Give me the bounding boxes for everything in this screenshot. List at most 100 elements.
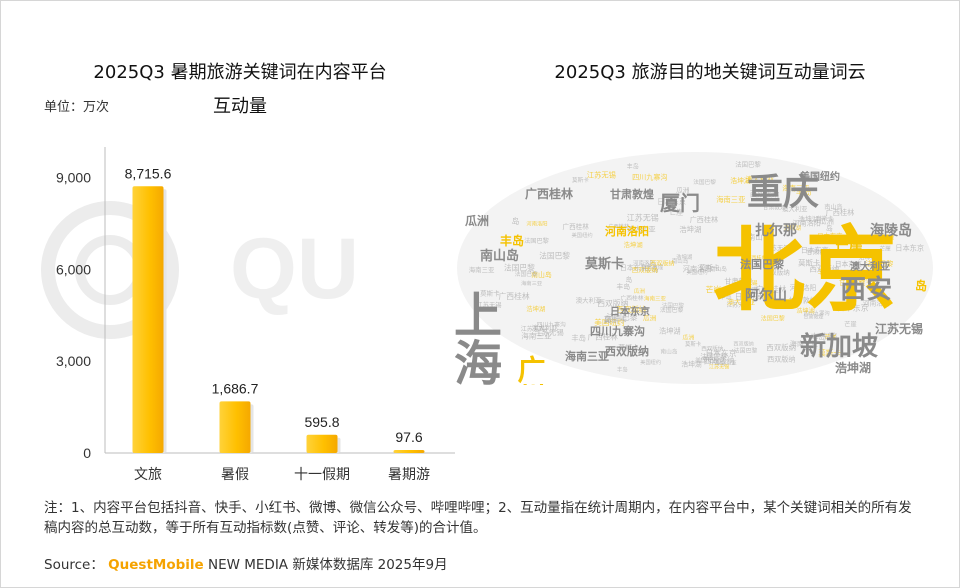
word-cloud-filler-word: 芒崖 (880, 245, 892, 253)
word-cloud-word: 厦门 (660, 191, 700, 215)
word-cloud-filler-word: 美国纽约 (640, 358, 661, 366)
word-cloud-filler-word: 南山岛 (710, 265, 727, 273)
word-cloud-filler-word: 丰岛 (720, 293, 732, 301)
word-cloud-word: 广州 (514, 355, 547, 385)
source-line: Source： QuestMobile NEW MEDIA 新媒体数据库 202… (44, 553, 448, 573)
y-tick-label: 6,000 (56, 261, 91, 277)
word-cloud-filler-word: 浩坤湖 (784, 224, 801, 232)
word-cloud-filler-word: 南山岛 (748, 232, 771, 242)
x-category-label: 文旅 (134, 467, 162, 483)
source-prefix: Source： (44, 557, 104, 573)
word-cloud-filler-word: 海南三亚 (644, 295, 667, 303)
word-cloud-filler-word: 丰岛 (617, 365, 628, 373)
word-cloud-filler-word: 浩坤湖 (526, 304, 545, 313)
bar (219, 401, 251, 453)
word-cloud-filler-word: 莫斯卡 (572, 176, 589, 184)
word-cloud-filler-word: 河南洛阳 (526, 220, 547, 228)
x-category-label: 暑假 (221, 467, 249, 483)
word-cloud-filler-word: 丰岛 (796, 187, 812, 197)
word-cloud-filler-word: 莫斯卡 (818, 347, 841, 357)
word-cloud-word: 澳大利亚 (850, 260, 890, 273)
word-cloud-filler-word: 海南三亚 (716, 195, 745, 204)
word-cloud-word: 芒崖 (835, 237, 863, 254)
x-category-label: 十一假期 (294, 467, 350, 483)
word-cloud-filler-word: 江苏无锡 (709, 364, 729, 371)
word-cloud-filler-word: 岛 (512, 216, 520, 226)
source-brand: QuestMobile (108, 557, 204, 573)
word-cloud-filler-word: 日本东京 (735, 292, 765, 301)
word-cloud-filler-word: 芒崖 (825, 333, 837, 341)
word-cloud-word: 广西桂林 (525, 186, 573, 201)
word-cloud-word: 岛 (915, 278, 927, 293)
word-cloud-filler-word: 南山岛 (751, 286, 773, 295)
word-cloud-filler-word: 莫斯卡 (685, 340, 702, 348)
word-cloud-word: 莫斯卡 (584, 256, 624, 272)
word-cloud-filler-word: 甘肃敦煌 (804, 313, 824, 320)
bar (393, 450, 425, 453)
word-cloud-filler-word: 广西桂林 (755, 284, 786, 294)
word-cloud-filler-word: 西双版纳 (650, 259, 674, 267)
word-cloud-filler-word: 广西桂林 (690, 215, 718, 224)
word-cloud-filler-word: 河南洛阳 (792, 218, 820, 227)
word-cloud-filler-word: 四川九寨沟 (804, 309, 830, 317)
word-cloud-filler-word: 法国巴黎 (693, 178, 716, 186)
word-cloud-filler-word: 浩坤湖 (679, 225, 701, 234)
word-cloud-filler-word: 江苏无锡 (734, 279, 758, 287)
word-cloud-filler-word: 莫斯卡 (699, 263, 720, 272)
word-cloud-filler-word: 西双版纳 (733, 341, 753, 348)
word-cloud-filler-word: 澳大利亚 (627, 225, 655, 234)
unit-label: 单位：万次 (44, 100, 110, 115)
word-cloud-filler-word: 芒崖 (706, 285, 722, 295)
word-cloud-word: 法国巴黎 (740, 257, 785, 271)
word-cloud-filler-word: 甘肃敦煌 (873, 233, 895, 241)
word-cloud-filler-word: 四川九寨沟 (632, 172, 667, 181)
word-cloud-filler-word: 西双版纳 (767, 354, 795, 363)
word-cloud-filler-word: 河南洛阳 (683, 265, 712, 274)
word-cloud-filler-word: 海南三亚 (469, 265, 495, 274)
word-cloud-filler-word: 澳大利亚 (782, 204, 808, 213)
word-cloud-filler-word: 丰岛 (571, 333, 586, 342)
word-cloud-filler-word: 日本东京 (817, 332, 837, 339)
word-cloud-filler-word: 河南洛阳 (863, 299, 890, 308)
word-cloud-word: 江苏无锡 (875, 321, 923, 336)
word-cloud-filler-word: 法国巴黎 (761, 315, 785, 323)
word-cloud-filler-word: 瓜洲 (643, 315, 657, 323)
word-cloud-filler-word: 浩坤湖 (798, 215, 819, 224)
word-cloud-word: 扎尔那 (755, 222, 797, 239)
word-cloud-filler-word: 芒崖 (844, 321, 856, 329)
word-cloud-filler-word: 岛 (626, 275, 633, 284)
word-cloud-filler-word: 莫斯卡 (604, 314, 628, 324)
word-cloud-filler-word: 法国巴黎 (660, 306, 684, 314)
word-cloud-filler-word: 南山岛 (660, 347, 677, 355)
word-cloud-filler-word: 日本东京 (837, 303, 869, 313)
word-cloud-filler-word: 西双版纳 (701, 344, 724, 352)
bar-value-label: 595.8 (304, 414, 339, 430)
word-cloud-filler-word: 四川九寨沟 (537, 321, 566, 329)
word-cloud-filler-word: 澳大利亚 (532, 323, 559, 332)
word-cloud-word: 上海 (455, 290, 502, 385)
word-cloud-filler-word: 河南洛阳 (633, 259, 655, 267)
word-cloud-word: 日本东京 (610, 305, 650, 318)
word-cloud-filler-word: 澳大利亚 (727, 297, 755, 306)
word-cloud-word: 河南洛阳 (605, 224, 649, 238)
word-cloud-filler-word: 西双版纳 (809, 264, 839, 274)
word-cloud-filler-word: 江苏无锡 (534, 328, 564, 337)
word-cloud-filler-word: 广西桂林 (499, 291, 530, 301)
bar-chart: 0 3,000 6,000 9,000 8,715.6 文旅 1,686.7 暑假 595.8 十… (56, 147, 455, 483)
word-cloud-filler-word: 甘肃敦煌 (806, 247, 833, 256)
word-cloud-filler-word: 丰岛 (616, 282, 630, 291)
word-cloud-word: 浩坤湖 (835, 360, 871, 375)
word-cloud-word: 甘肃敦煌 (610, 187, 654, 201)
word-cloud-filler-word: 岛 (604, 315, 611, 324)
word-cloud-filler-word: 甘肃敦煌 (724, 277, 752, 286)
word-cloud-filler-word: 浩坤湖 (681, 360, 702, 369)
word-cloud-filler-word: 西双版纳 (597, 298, 628, 308)
bar (132, 186, 164, 453)
word-cloud-filler-word: 莫斯卡 (798, 258, 820, 267)
word-cloud-filler-word: 瓜洲 (634, 288, 646, 295)
word-cloud-word: 海陵岛 (870, 222, 912, 239)
word-cloud-filler-word: 河南洛阳 (790, 283, 816, 292)
word-cloud-word: 新加坡 (800, 331, 878, 362)
word-cloud-filler-word: 江苏无锡 (587, 171, 616, 180)
word-cloud-filler-word: 法国巴黎 (662, 302, 685, 310)
